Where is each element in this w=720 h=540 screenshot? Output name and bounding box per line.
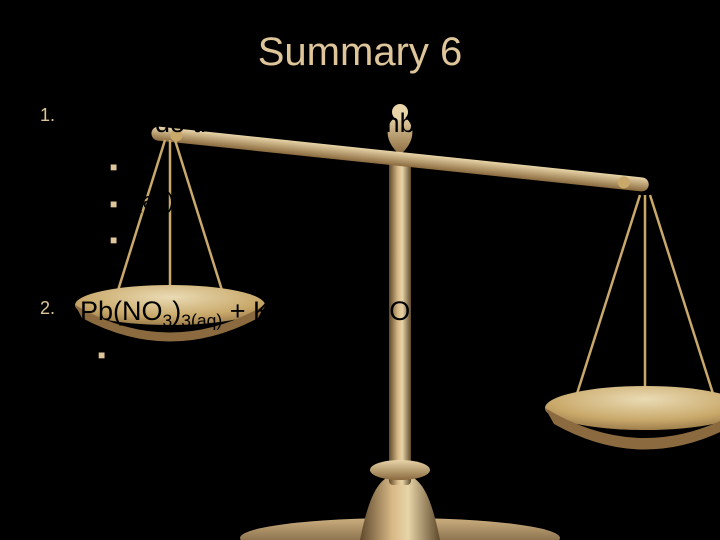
bullet-icon: ■ (110, 189, 117, 220)
sub-item: ■ Which compound is solid? (98, 335, 680, 371)
sub-item: ■ (l) (110, 147, 680, 183)
sub-text: (aq) (135, 184, 174, 217)
sub-item: ■ (aq) (110, 184, 680, 220)
bullet-icon: ■ (110, 152, 117, 183)
sub-list-2: ■ Which compound is solid? (98, 335, 680, 371)
item-number: 1. (40, 105, 80, 126)
sub-text: Which compound is solid? (123, 335, 379, 368)
question-text: What do the following symbols mean? (84, 108, 539, 138)
sub-item: ■ ⇩ (110, 220, 680, 256)
sub-text: (l) (135, 147, 155, 180)
slide-title: Summary 6 (40, 30, 680, 75)
sub-list-1: ■ (l) ■ (aq) ■ ⇩ (110, 147, 680, 256)
slide-content: Summary 6 1. What do the following symbo… (0, 0, 720, 371)
bullet-icon: ■ (98, 340, 105, 371)
equation-text: Pb(NO3)3(aq) + KI(aq) → KNO3(aq) + Pb.I3… (80, 292, 560, 331)
sub-text: ⇩ (135, 220, 153, 253)
list-item-1: 1. What do the following symbols mean? ■… (40, 105, 680, 256)
list-item-2: 2. Pb(NO3)3(aq) + KI(aq) → KNO3(aq) + Pb… (40, 292, 680, 371)
bullet-icon: ■ (110, 225, 117, 256)
item-number: 2. (40, 292, 80, 331)
